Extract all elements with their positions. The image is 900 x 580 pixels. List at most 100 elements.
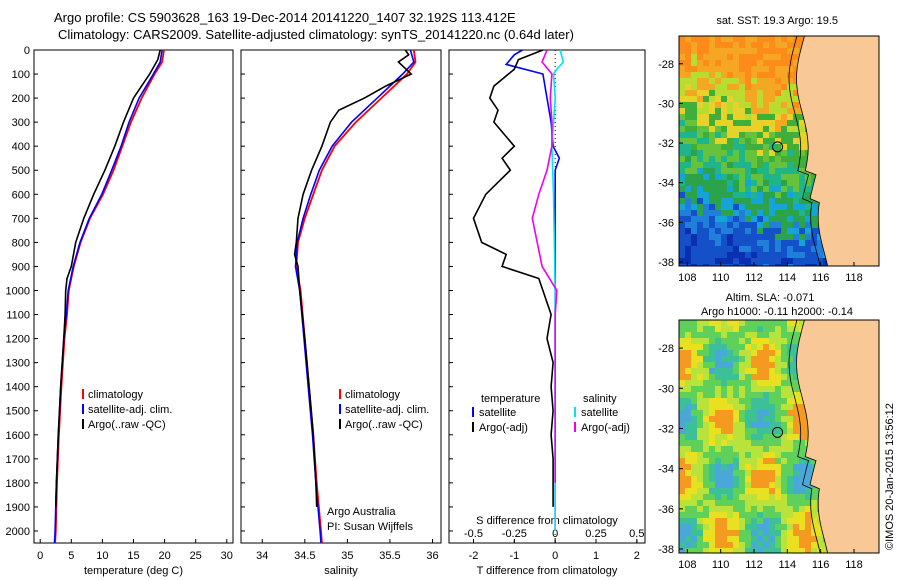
map-cell — [787, 332, 793, 338]
map-cell — [739, 374, 745, 380]
map-cell — [679, 168, 685, 174]
map-cell — [721, 96, 727, 102]
map-cell — [769, 144, 775, 150]
map-cell — [715, 380, 721, 386]
map-cell — [727, 500, 733, 506]
map-cell — [799, 234, 805, 240]
map-cell — [691, 198, 697, 204]
map-cell — [781, 344, 787, 350]
map-cell — [739, 162, 745, 168]
map-cell — [739, 326, 745, 332]
map-cell — [715, 422, 721, 428]
map-cell — [751, 258, 757, 264]
map-cell — [709, 174, 715, 180]
map-cell — [733, 416, 739, 422]
map-cell — [727, 258, 733, 264]
map-cell — [679, 392, 685, 398]
map-cell — [727, 368, 733, 374]
map-cell — [721, 264, 727, 266]
map-cell — [757, 446, 763, 452]
map-cell — [679, 380, 685, 386]
map-cell — [703, 120, 709, 126]
map-cell — [769, 440, 775, 446]
map-cell — [751, 536, 757, 542]
map-cell — [769, 452, 775, 458]
map-cell — [769, 48, 775, 54]
map-cell — [775, 440, 781, 446]
map-cell — [733, 380, 739, 386]
map-cell — [757, 138, 763, 144]
map-cell — [781, 380, 787, 386]
map-cell — [763, 108, 769, 114]
map-cell — [697, 416, 703, 422]
map-cell — [721, 440, 727, 446]
map-cell — [751, 482, 757, 488]
y-tick-label: 500 — [12, 165, 30, 177]
map-cell — [685, 216, 691, 222]
map-cell — [775, 150, 781, 156]
map-cell — [709, 344, 715, 350]
map-cell — [757, 228, 763, 234]
map-cell — [781, 240, 787, 246]
map-cell — [805, 258, 811, 264]
map-cell — [697, 228, 703, 234]
map-cell — [745, 488, 751, 494]
map-cell — [709, 90, 715, 96]
map-cell — [793, 132, 799, 138]
map-cell — [799, 452, 805, 458]
map-cell — [799, 524, 805, 530]
map-cell — [733, 410, 739, 416]
map-cell — [769, 258, 775, 264]
map-cell — [721, 356, 727, 362]
map-cell — [703, 84, 709, 90]
map-cell — [775, 458, 781, 464]
map-cell — [685, 126, 691, 132]
map-cell — [811, 204, 817, 210]
map-cell — [685, 368, 691, 374]
map-cell — [757, 156, 763, 162]
map-cell — [739, 470, 745, 476]
map-cell — [787, 344, 793, 350]
x-tick-label: 116 — [812, 559, 830, 571]
legend-label: satellite — [581, 407, 618, 419]
map-cell — [721, 228, 727, 234]
map-cell — [679, 512, 685, 518]
map-cell — [703, 398, 709, 404]
map-cell — [727, 114, 733, 120]
map-cell — [721, 464, 727, 470]
map-cell — [715, 180, 721, 186]
map-cell — [769, 530, 775, 536]
map-cell — [739, 90, 745, 96]
series-salinity-argo-adj- — [531, 49, 558, 483]
map-cell — [733, 500, 739, 506]
difference-from-climatology-frame — [448, 49, 646, 544]
map-cell — [763, 162, 769, 168]
map-cell — [757, 36, 763, 42]
map-cell — [775, 404, 781, 410]
map-cell — [709, 228, 715, 234]
map-cell — [817, 252, 823, 258]
map-cell — [769, 42, 775, 48]
map-cell — [769, 186, 775, 192]
map-cell — [763, 398, 769, 404]
map-cell — [715, 470, 721, 476]
map-cell — [787, 66, 793, 72]
map-cell — [763, 258, 769, 264]
map-cell — [739, 440, 745, 446]
map-cell — [691, 386, 697, 392]
map-cell — [787, 198, 793, 204]
map-cell — [787, 120, 793, 126]
map-cell — [727, 84, 733, 90]
map-cell — [691, 476, 697, 482]
map-cell — [733, 458, 739, 464]
x-tick-label: 1 — [593, 550, 599, 562]
map-cell — [727, 488, 733, 494]
map-cell — [679, 464, 685, 470]
map-cell — [769, 60, 775, 66]
map-cell — [709, 144, 715, 150]
map-cell — [751, 252, 757, 258]
map-cell — [703, 386, 709, 392]
map-cell — [745, 216, 751, 222]
map-cell — [703, 132, 709, 138]
map-cell — [793, 464, 799, 470]
